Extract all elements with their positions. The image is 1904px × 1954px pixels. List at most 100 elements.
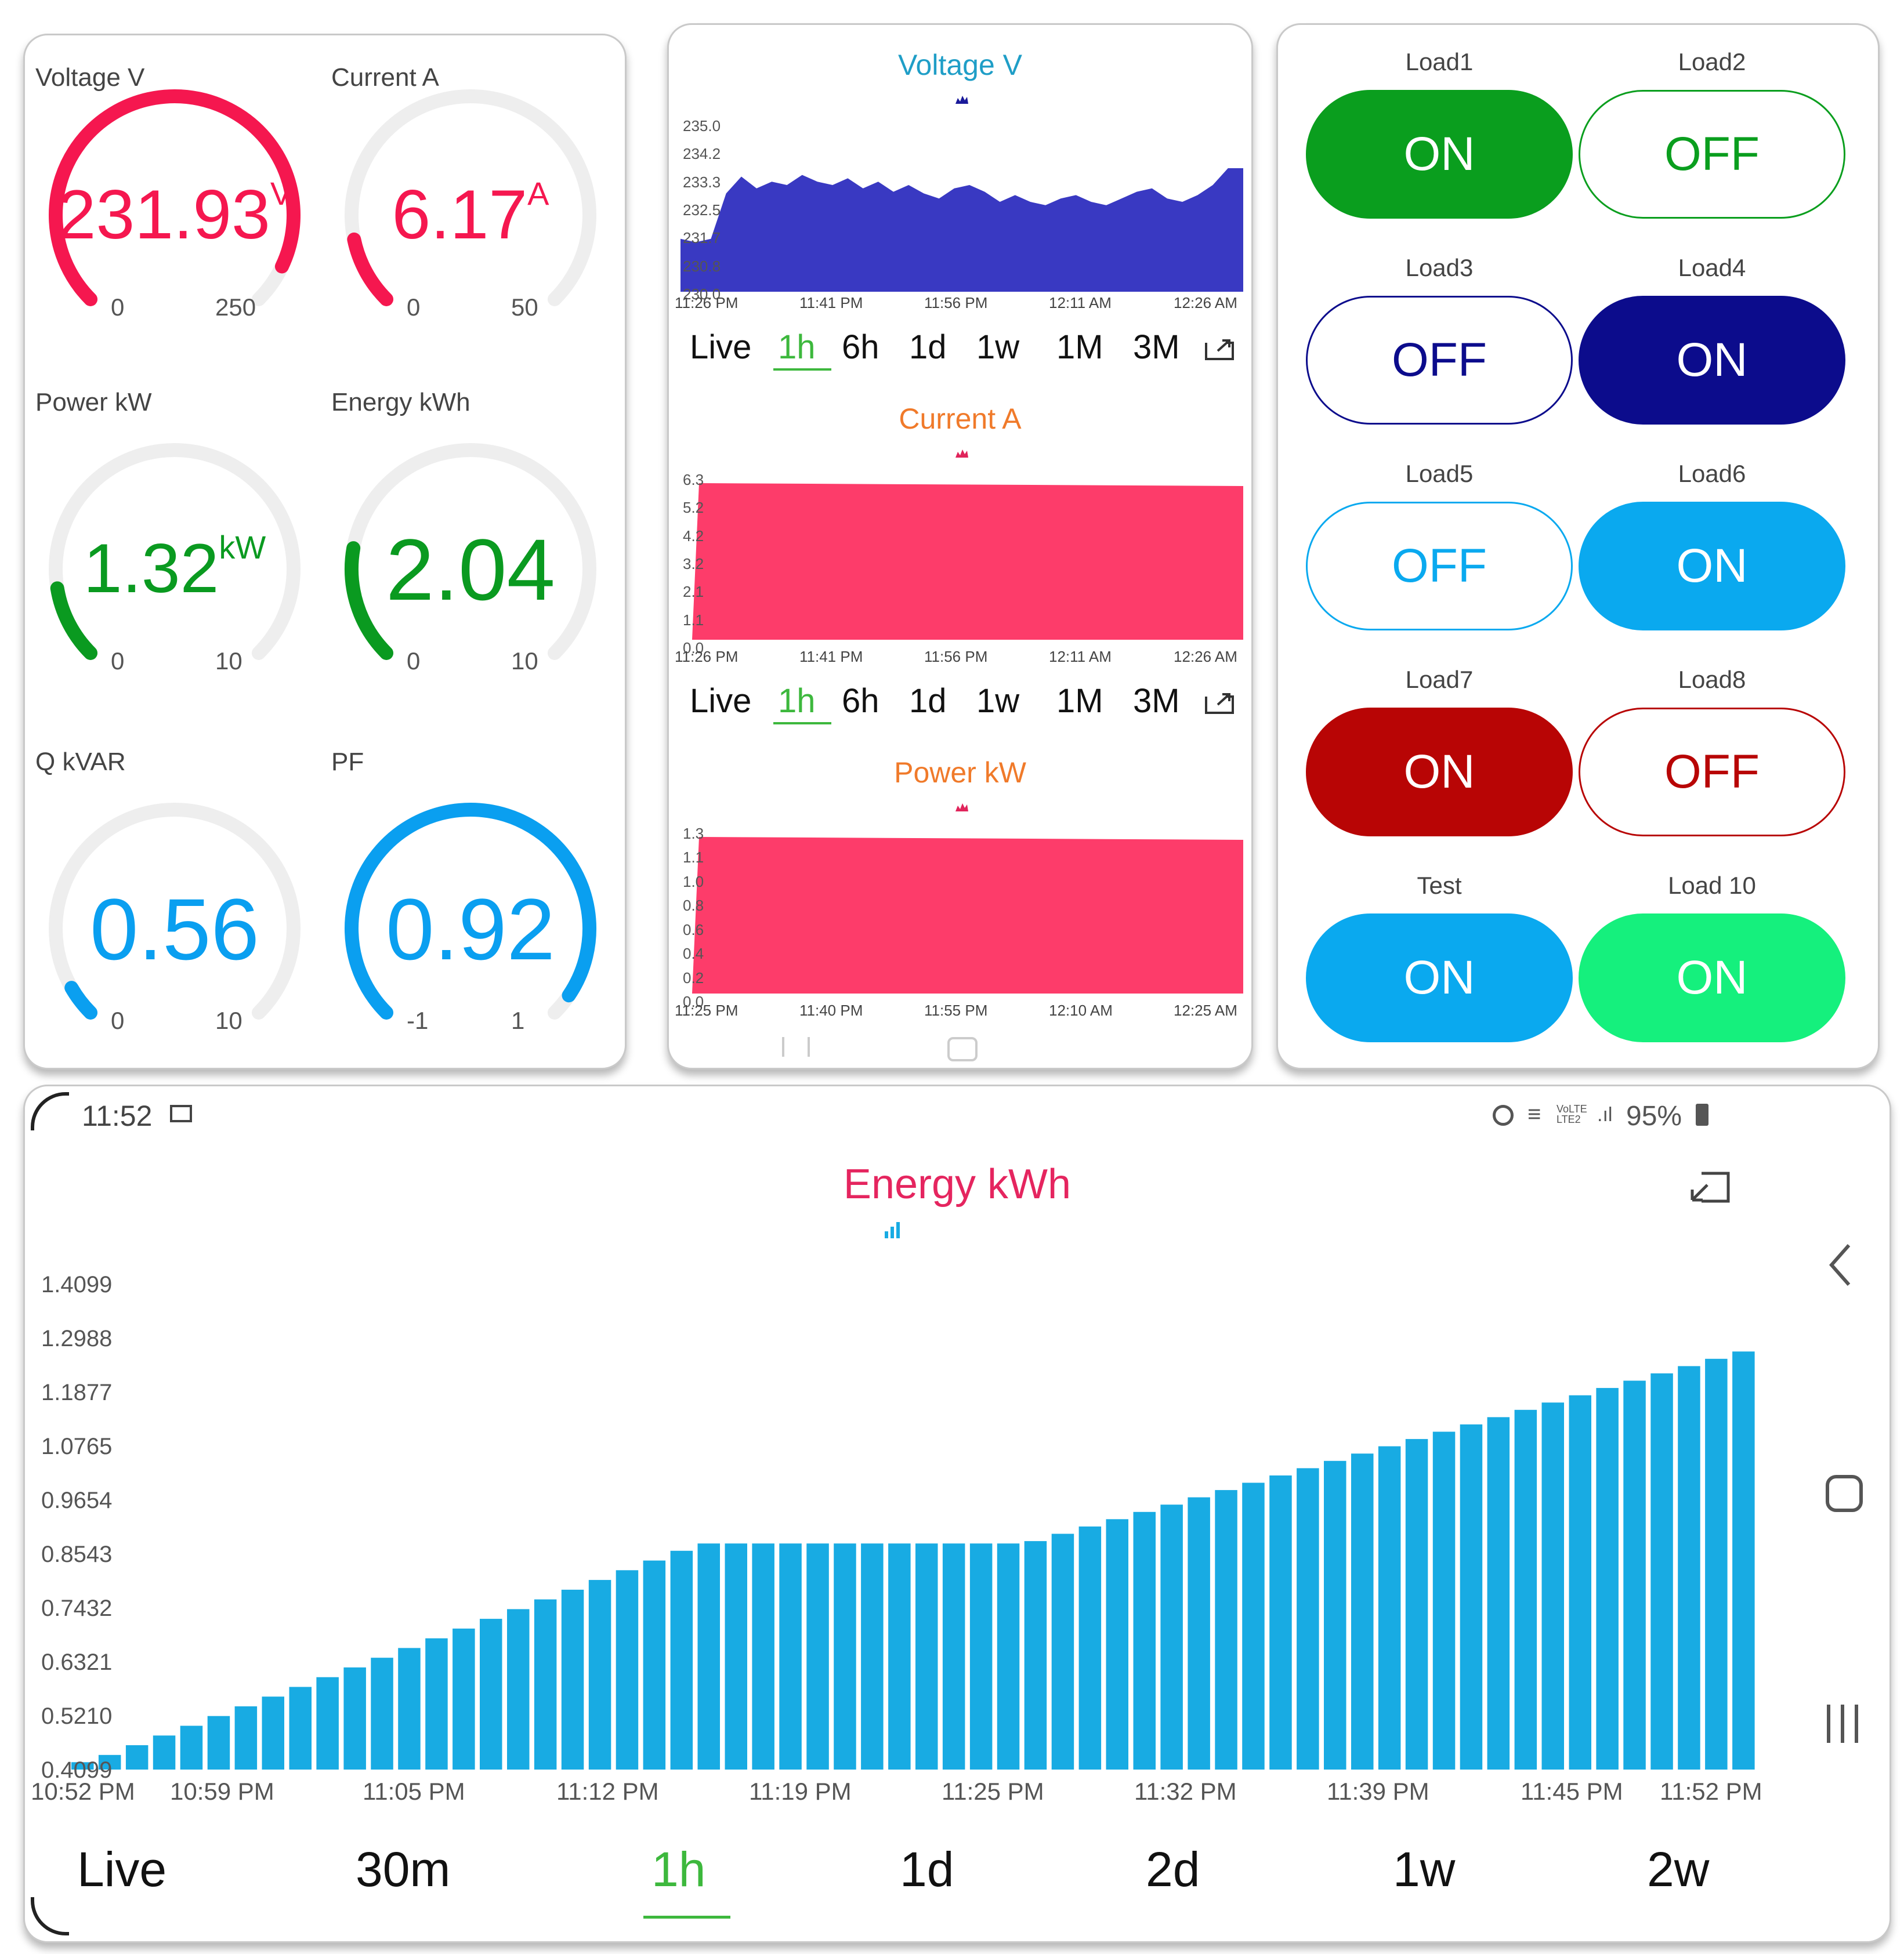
chart-title-power-kw: Power kW: [894, 756, 1026, 789]
energy-bar: [888, 1543, 911, 1770]
x-tick: 12:26 AM: [1174, 648, 1237, 665]
range-tab-2w[interactable]: 2w: [1647, 1842, 1710, 1897]
y-tick: 1.0: [683, 872, 704, 890]
y-tick: 1.1: [683, 611, 704, 629]
range-tab-1d[interactable]: 1d: [900, 1842, 954, 1897]
gauge-label-voltage-v: Voltage V: [35, 63, 145, 92]
y-tick: 231.7: [683, 229, 721, 247]
gauge-power-kw: [49, 443, 301, 660]
load-toggle-test[interactable]: ON: [1306, 913, 1573, 1042]
x-tick: 11:56 PM: [924, 294, 988, 311]
y-tick: 1.2988: [41, 1326, 113, 1351]
range-tab-1m[interactable]: 1M: [1056, 328, 1103, 366]
wifi-icon: ≡: [1527, 1101, 1541, 1127]
range-tab-30m[interactable]: 30m: [356, 1842, 451, 1897]
range-tab-1h[interactable]: 1h: [651, 1842, 706, 1897]
energy-bar: [289, 1687, 312, 1770]
gauge-pf: [345, 803, 596, 1020]
load-toggle-load8[interactable]: OFF: [1579, 708, 1845, 836]
range-tab-1m[interactable]: 1M: [1056, 682, 1103, 720]
load-toggle-load-10[interactable]: ON: [1579, 913, 1845, 1042]
x-tick: 11:26 PM: [675, 648, 739, 665]
mini-chart-icon: [955, 803, 968, 811]
range-tab-1h[interactable]: 1h: [778, 682, 816, 720]
y-tick: 6.3: [683, 471, 704, 488]
range-tab-live[interactable]: Live: [690, 328, 752, 366]
range-tab-1h[interactable]: 1h: [778, 328, 816, 366]
load-toggle-load2[interactable]: OFF: [1579, 90, 1845, 219]
range-tab-6h[interactable]: 6h: [842, 328, 879, 366]
range-tab-3m[interactable]: 3M: [1133, 682, 1180, 720]
y-tick: 4.2: [683, 527, 704, 545]
load-toggle-load7[interactable]: ON: [1306, 708, 1573, 836]
gauge-fill: [50, 581, 98, 660]
mini-chart-voltage-v: [680, 168, 1243, 292]
gauge-min: 0: [407, 293, 421, 321]
range-tab-1w[interactable]: 1w: [976, 328, 1020, 366]
load-state: OFF: [1664, 128, 1760, 180]
fullscreen-icon[interactable]: [1204, 338, 1235, 361]
fullscreen-icon[interactable]: [1204, 692, 1235, 715]
y-tick: 234.2: [683, 145, 721, 163]
gauge-max: 10: [215, 1007, 242, 1034]
load-state: OFF: [1664, 745, 1760, 798]
range-tab-1d[interactable]: 1d: [909, 682, 947, 720]
energy-bar: [425, 1638, 448, 1770]
energy-bar: [861, 1543, 884, 1770]
gauge-label-q-kvar: Q kVAR: [35, 748, 126, 776]
home-icon[interactable]: [1826, 1475, 1863, 1512]
range-tab-1w[interactable]: 1w: [976, 682, 1020, 720]
load-toggle-load5[interactable]: OFF: [1306, 502, 1573, 630]
energy-bar: [234, 1706, 258, 1770]
load-toggle-load6[interactable]: ON: [1579, 502, 1845, 630]
y-tick: 0.7432: [41, 1596, 113, 1621]
gauge-track: [49, 803, 301, 1020]
energy-chart-panel: 11:52 ≡ VoLTE LTE2 .ıl 95% Energy kWh 1.…: [23, 1085, 1891, 1943]
energy-bar: [1269, 1475, 1292, 1770]
recents-icon[interactable]: [1823, 1705, 1864, 1743]
x-tick: 11:56 PM: [924, 648, 988, 665]
y-tick: 230.8: [683, 257, 721, 275]
load-toggle-load3[interactable]: OFF: [1306, 296, 1573, 425]
range-tab-1w[interactable]: 1w: [1393, 1842, 1456, 1897]
energy-bar: [1541, 1402, 1564, 1770]
load-toggle-load1[interactable]: ON: [1306, 90, 1573, 219]
energy-bar: [1297, 1468, 1319, 1770]
x-tick: 11:40 PM: [799, 1002, 863, 1019]
energy-bar: [588, 1580, 611, 1770]
range-tab-1d[interactable]: 1d: [909, 328, 947, 366]
energy-bar: [534, 1599, 557, 1770]
loads-panel: Load1 ON Load2 OFF Load3 OFF Load4 ON Load5 OFF Lo…: [1276, 23, 1880, 1070]
gauge-value-current-a: 6.17A: [320, 175, 621, 255]
energy-bar: [343, 1667, 366, 1770]
energy-bar: [125, 1745, 149, 1770]
energy-bar: [806, 1543, 829, 1770]
y-tick: 233.3: [683, 173, 721, 191]
range-tab-live[interactable]: Live: [77, 1842, 167, 1897]
energy-bar: [1596, 1388, 1619, 1770]
load-toggle-load4[interactable]: ON: [1579, 296, 1845, 425]
load-label-test: Test: [1417, 872, 1462, 899]
energy-bar: [1732, 1351, 1755, 1770]
x-tick: 12:11 AM: [1049, 294, 1112, 311]
x-tick: 11:32 PM: [1134, 1778, 1237, 1805]
gauge-max: 10: [511, 647, 538, 675]
range-tab-live[interactable]: Live: [690, 682, 752, 720]
load-state: ON: [1676, 333, 1748, 386]
energy-bar: [1650, 1373, 1673, 1770]
x-tick: 12:11 AM: [1049, 648, 1112, 665]
energy-bar: [71, 1762, 94, 1770]
exit-fullscreen-icon[interactable]: [1690, 1171, 1731, 1203]
energy-bar: [1432, 1431, 1456, 1770]
x-tick: 11:26 PM: [675, 294, 739, 311]
range-tab-6h[interactable]: 6h: [842, 682, 879, 720]
gauge-voltage-v: [49, 89, 301, 306]
back-icon[interactable]: [1826, 1242, 1855, 1288]
gauge-track: [345, 89, 596, 306]
y-tick: 0.6321: [41, 1650, 113, 1675]
range-tab-2d[interactable]: 2d: [1146, 1842, 1200, 1897]
range-tab-3m[interactable]: 3M: [1133, 328, 1180, 366]
energy-bar: [1705, 1358, 1728, 1770]
gauge-q-kvar: [49, 803, 301, 1020]
load-state: ON: [1403, 128, 1475, 180]
